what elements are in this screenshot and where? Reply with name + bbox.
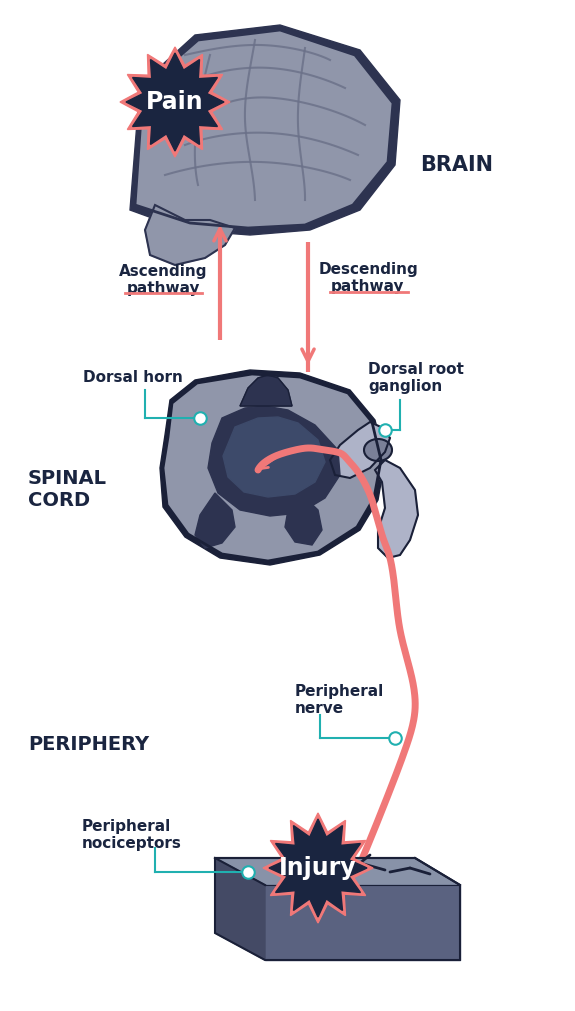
Polygon shape — [208, 406, 340, 516]
Ellipse shape — [364, 439, 392, 461]
Polygon shape — [285, 495, 322, 545]
Polygon shape — [240, 375, 292, 406]
Polygon shape — [120, 47, 230, 157]
Polygon shape — [215, 858, 460, 885]
Polygon shape — [126, 53, 224, 151]
Polygon shape — [215, 858, 265, 960]
Polygon shape — [145, 205, 235, 265]
Polygon shape — [135, 30, 393, 228]
Text: Injury: Injury — [279, 856, 357, 880]
Polygon shape — [263, 813, 373, 923]
Text: Descending
pathway: Descending pathway — [318, 262, 418, 294]
Polygon shape — [160, 370, 385, 565]
Text: SPINAL
CORD: SPINAL CORD — [28, 469, 107, 511]
Polygon shape — [130, 25, 400, 235]
Polygon shape — [375, 460, 418, 558]
Polygon shape — [195, 493, 235, 548]
Text: Peripheral
nerve: Peripheral nerve — [295, 683, 384, 716]
Polygon shape — [163, 374, 381, 561]
Polygon shape — [330, 422, 390, 478]
Text: Ascending
pathway: Ascending pathway — [119, 264, 207, 296]
Polygon shape — [269, 819, 367, 917]
Text: PERIPHERY: PERIPHERY — [28, 735, 149, 754]
Text: Dorsal root
ganglion: Dorsal root ganglion — [368, 362, 464, 394]
Text: Dorsal horn: Dorsal horn — [83, 370, 183, 385]
Polygon shape — [223, 417, 325, 497]
Polygon shape — [265, 885, 460, 960]
Text: Pain: Pain — [146, 90, 204, 114]
Text: BRAIN: BRAIN — [420, 155, 493, 175]
Text: Peripheral
nociceptors: Peripheral nociceptors — [82, 819, 182, 851]
